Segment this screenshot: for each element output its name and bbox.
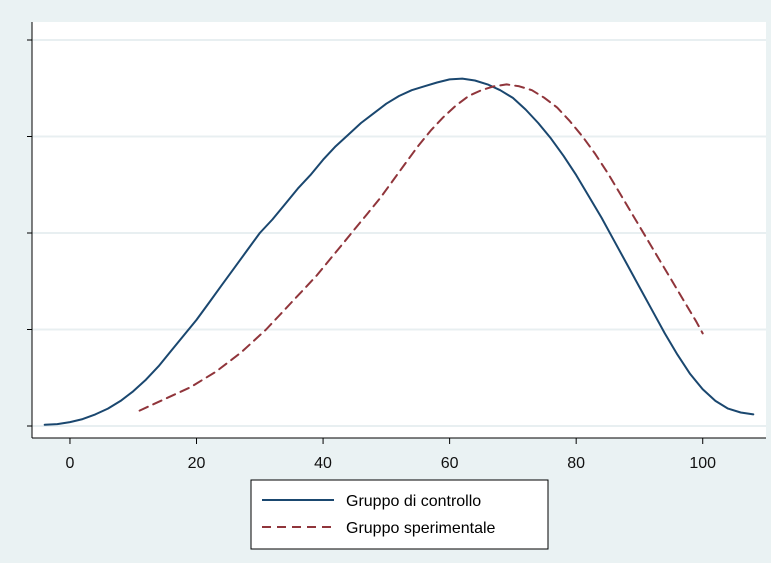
x-tick-label: 100 — [689, 455, 716, 472]
legend: Gruppo di controllo Gruppo sperimentale — [250, 479, 549, 550]
legend-label-gruppo-di-controllo: Gruppo di controllo — [346, 493, 481, 510]
x-axis-ticks: 0 20 40 60 80 100 — [66, 438, 716, 472]
x-tick-label: 40 — [314, 455, 332, 472]
axes — [27, 22, 766, 439]
series-line-gruppo-sperimentale — [138, 83, 704, 412]
x-tick-label: 0 — [66, 455, 75, 472]
x-tick-label: 80 — [567, 455, 585, 472]
plot-area — [32, 22, 766, 438]
x-tick-label: 60 — [441, 455, 459, 472]
x-tick-label: 20 — [188, 455, 206, 472]
series-line-gruppo-di-controllo — [43, 77, 755, 426]
series-lines — [43, 77, 755, 426]
legend-box — [250, 479, 549, 550]
legend-label-gruppo-sperimentale: Gruppo sperimentale — [346, 520, 496, 537]
